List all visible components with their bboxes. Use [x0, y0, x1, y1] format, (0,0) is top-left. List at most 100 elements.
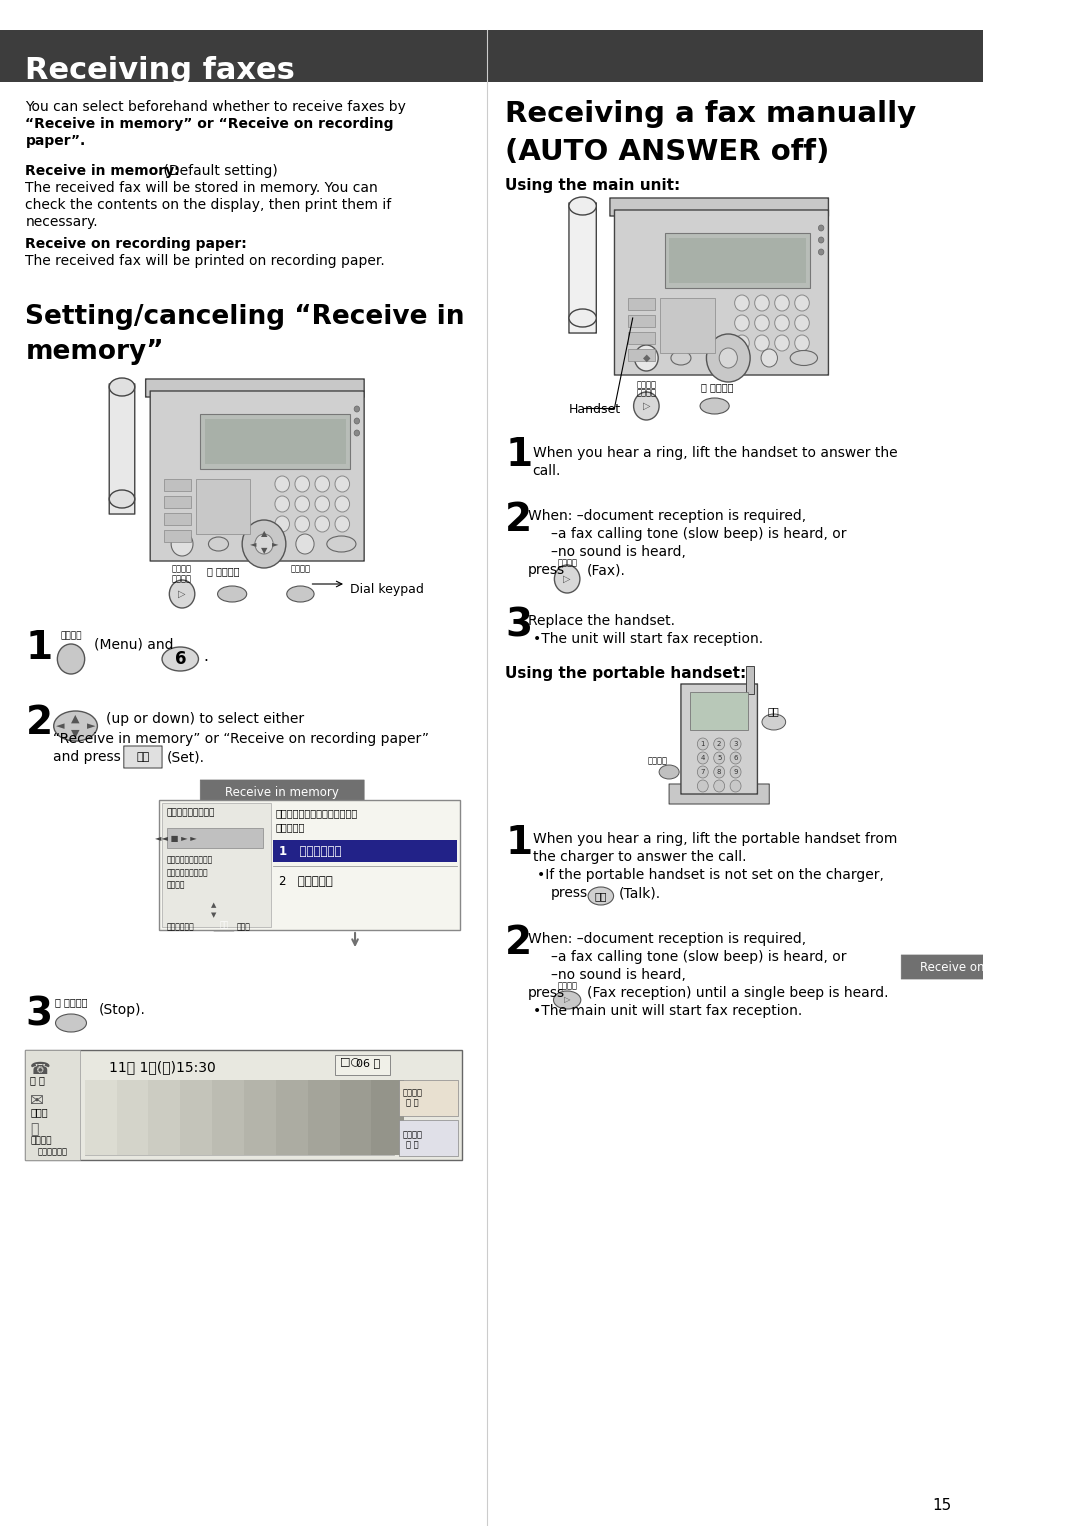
Bar	[629, 333, 656, 343]
Bar	[164, 530, 191, 542]
Text: スタート: スタート	[636, 388, 657, 397]
Circle shape	[734, 336, 750, 351]
Text: Receive in memory:: Receive in memory:	[26, 163, 180, 179]
Bar	[372, 1080, 404, 1155]
Text: call.: call.	[532, 464, 561, 478]
Text: Receiving a fax manually: Receiving a fax manually	[505, 101, 917, 128]
Bar	[212, 1080, 245, 1155]
Text: Handset: Handset	[569, 403, 621, 417]
Circle shape	[57, 644, 84, 674]
Text: “Receive in memory” or “Receive on recording paper”: “Receive in memory” or “Receive on recor…	[53, 732, 429, 746]
Circle shape	[315, 476, 329, 491]
Text: ⓭ ストップ: ⓭ ストップ	[55, 996, 87, 1007]
Circle shape	[714, 739, 725, 749]
Text: ▼: ▼	[71, 729, 80, 739]
Text: –no sound is heard,: –no sound is heard,	[551, 967, 686, 983]
Text: The received fax will be printed on recording paper.: The received fax will be printed on reco…	[26, 253, 386, 269]
Text: 6: 6	[175, 650, 186, 668]
Bar	[335, 1054, 390, 1074]
Circle shape	[634, 392, 659, 420]
Circle shape	[819, 237, 824, 243]
Circle shape	[698, 766, 708, 778]
Text: 1: 1	[701, 742, 705, 748]
Text: ファクス: ファクス	[557, 559, 577, 568]
Circle shape	[714, 780, 725, 792]
Text: 1: 1	[505, 436, 532, 475]
Text: When: –document reception is required,: When: –document reception is required,	[528, 510, 806, 523]
Text: (Default setting): (Default setting)	[160, 163, 278, 179]
Ellipse shape	[671, 351, 691, 365]
Bar	[273, 839, 457, 862]
Ellipse shape	[700, 398, 729, 414]
Text: ◄: ◄	[56, 720, 65, 731]
Text: When: –document reception is required,: When: –document reception is required,	[528, 932, 806, 946]
Bar	[166, 829, 264, 848]
Text: 6: 6	[733, 755, 738, 761]
Circle shape	[714, 766, 725, 778]
Circle shape	[774, 295, 789, 311]
Ellipse shape	[109, 378, 135, 397]
Text: 3: 3	[733, 742, 738, 748]
Text: memory”: memory”	[26, 339, 164, 365]
Text: ✉: ✉	[30, 1093, 44, 1109]
Text: (AUTO ANSWER off): (AUTO ANSWER off)	[505, 137, 829, 166]
FancyBboxPatch shape	[214, 919, 234, 931]
Text: –a fax calling tone (slow beep) is heard, or: –a fax calling tone (slow beep) is heard…	[551, 526, 847, 542]
Ellipse shape	[553, 990, 581, 1009]
FancyBboxPatch shape	[146, 378, 364, 397]
Text: 1: 1	[505, 824, 532, 862]
Bar	[84, 1080, 118, 1155]
Text: –no sound is heard,: –no sound is heard,	[551, 545, 686, 559]
Text: the charger to answer the call.: the charger to answer the call.	[532, 850, 746, 864]
Ellipse shape	[327, 536, 356, 552]
Circle shape	[734, 295, 750, 311]
Bar	[660, 298, 715, 353]
FancyBboxPatch shape	[615, 211, 828, 375]
Ellipse shape	[109, 490, 135, 508]
Circle shape	[242, 520, 286, 568]
Bar	[670, 238, 806, 282]
Text: ▷: ▷	[564, 995, 570, 1004]
Text: 5: 5	[717, 755, 721, 761]
FancyBboxPatch shape	[150, 391, 364, 562]
FancyBboxPatch shape	[680, 684, 757, 794]
Ellipse shape	[54, 711, 97, 742]
Circle shape	[730, 766, 741, 778]
Circle shape	[170, 580, 194, 607]
Bar	[746, 665, 754, 694]
Text: 3: 3	[505, 606, 532, 644]
Text: check the contents on the display, then print them if: check the contents on the display, then …	[26, 198, 392, 212]
Circle shape	[774, 314, 789, 331]
Bar	[399, 1120, 458, 1157]
Circle shape	[755, 314, 769, 331]
FancyBboxPatch shape	[610, 198, 828, 217]
Text: 1   見てから印刷: 1 見てから印刷	[280, 844, 342, 858]
Ellipse shape	[569, 197, 596, 215]
Text: ⓭ ストップ: ⓭ ストップ	[206, 566, 240, 575]
Text: 11月 1日(金)15:30: 11月 1日(金)15:30	[109, 1061, 215, 1074]
Text: 06 件: 06 件	[356, 1058, 380, 1068]
Circle shape	[819, 249, 824, 255]
Circle shape	[719, 348, 738, 368]
Text: 2: 2	[505, 925, 532, 961]
Text: ▲: ▲	[212, 902, 217, 908]
Text: メモリー
残 量: メモリー 残 量	[403, 1129, 422, 1149]
Text: ▷: ▷	[564, 574, 571, 584]
Text: ▼: ▼	[260, 546, 267, 555]
Text: •The unit will start fax reception.: •The unit will start fax reception.	[532, 632, 762, 645]
Text: You can select beforehand whether to receive faxes by: You can select beforehand whether to rec…	[26, 101, 406, 114]
Text: paper”.: paper”.	[26, 134, 85, 148]
Text: メニュー: メニュー	[291, 565, 310, 572]
Text: “Receive in memory” or “Receive on recording: “Receive in memory” or “Receive on recor…	[26, 118, 394, 131]
Bar	[629, 298, 656, 310]
Text: ◄: ◄	[249, 540, 256, 548]
Bar	[164, 479, 191, 491]
Circle shape	[295, 516, 310, 533]
Bar	[26, 1050, 80, 1160]
Circle shape	[698, 739, 708, 749]
Circle shape	[315, 516, 329, 533]
Text: ◆: ◆	[643, 353, 650, 363]
Circle shape	[275, 516, 289, 533]
Text: を押す: を押す	[237, 922, 251, 931]
Text: ▷: ▷	[178, 589, 186, 600]
